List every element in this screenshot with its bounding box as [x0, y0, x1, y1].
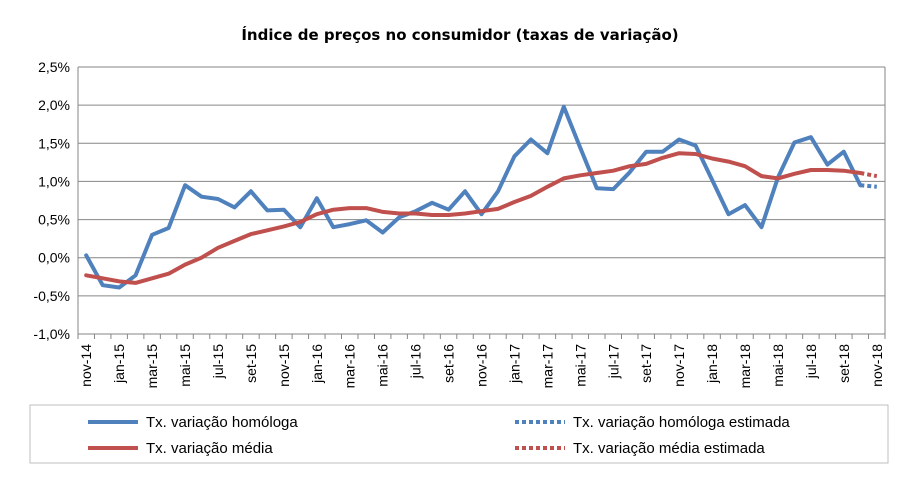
legend-label: Tx. variação média estimada — [573, 440, 765, 457]
x-tick-label: jan-16 — [309, 344, 325, 384]
x-tick-label: jan-17 — [506, 344, 522, 384]
x-tick-label: mai-17 — [572, 344, 588, 387]
legend: Tx. variação homóloga Tx. variação homólo… — [88, 414, 790, 457]
legend-box — [29, 404, 889, 464]
x-tick-label: set-15 — [243, 344, 259, 383]
series-lines — [84, 104, 878, 290]
x-tick-label: mar-17 — [539, 344, 555, 389]
y-tick-label: -1,0% — [33, 326, 70, 342]
x-tick-label: jan-18 — [704, 344, 720, 384]
y-axis-tick-labels: 2,5% 2,0% 1,5% 1,0% 0,5% 0,0% -0,5% -1,0% — [33, 59, 70, 342]
x-tick-label: nov-15 — [276, 344, 292, 387]
y-tick-label: 1,5% — [38, 135, 70, 151]
x-tick-label: mai-16 — [375, 344, 391, 387]
grid-lines — [77, 66, 886, 339]
x-tick-label: mai-18 — [770, 344, 786, 387]
x-tick-label: nov-17 — [671, 344, 687, 387]
x-tick-label: nov-16 — [474, 344, 490, 387]
y-tick-label: -0,5% — [33, 288, 70, 304]
y-tick-label: 0,5% — [38, 212, 70, 228]
legend-label: Tx. variação homóloga estimada — [573, 414, 790, 431]
x-tick-label: mai-15 — [177, 344, 193, 387]
x-tick-label: jul-17 — [605, 344, 621, 379]
x-tick-label: set-16 — [441, 344, 457, 383]
x-tick-label: set-18 — [836, 344, 852, 383]
x-tick-label: jul-18 — [803, 344, 819, 379]
series-line-1 — [84, 104, 863, 290]
x-tick-label: nov-18 — [869, 344, 885, 387]
x-tick-label: set-17 — [638, 344, 654, 383]
x-tick-label: nov-14 — [78, 344, 94, 387]
x-tick-label: jan-15 — [111, 344, 127, 384]
legend-label: Tx. variação homóloga — [146, 414, 298, 431]
series-line-2 — [860, 183, 877, 189]
x-tick-label: jul-15 — [210, 344, 226, 379]
y-tick-label: 0,0% — [38, 250, 70, 266]
legend-label: Tx. variação média — [146, 440, 273, 457]
y-tick-label: 2,5% — [38, 59, 70, 75]
chart-title: Índice de preços no consumidor (taxas de… — [241, 25, 678, 44]
x-axis-tick-labels: nov-14 jan-15 mar-15 mai-15 jul-15 set-15 nov-… — [78, 344, 885, 389]
x-tick-label: jul-16 — [408, 344, 424, 379]
series-line-3 — [84, 151, 863, 285]
y-tick-label: 1,0% — [38, 173, 70, 189]
series-line-4 — [859, 171, 878, 179]
x-tick-label: mar-15 — [144, 344, 160, 389]
x-tick-label: mar-18 — [737, 344, 753, 389]
x-tick-label: mar-16 — [342, 344, 358, 389]
y-tick-label: 2,0% — [38, 97, 70, 113]
